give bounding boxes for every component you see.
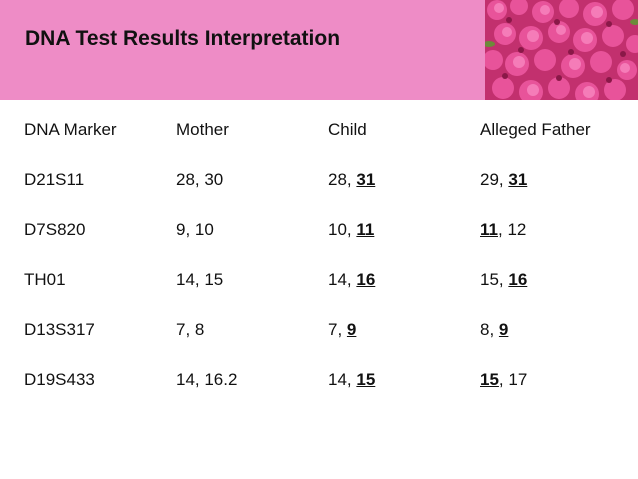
header-alleged-father: Alleged Father <box>480 120 591 139</box>
father-allele-2: 12 <box>507 220 527 239</box>
child-allele-1: 10 <box>328 220 347 239</box>
slide-title: DNA Test Results Interpretation <box>25 27 341 50</box>
father-allele-1-match: 15 <box>480 370 499 389</box>
child-allele-1: 28 <box>328 170 347 189</box>
table-row: TH01 14, 15 14, 16 15, 16 <box>24 262 629 312</box>
father-cell: 15, 17 <box>480 370 528 389</box>
header-mother: Mother <box>176 120 229 139</box>
father-cell: 11, 12 <box>480 220 527 239</box>
child-allele-1: 7 <box>328 320 338 339</box>
father-cell: 8, 9 <box>480 320 509 339</box>
child-cell: 14, 16 <box>328 270 376 289</box>
father-allele-1-match: 11 <box>480 220 498 239</box>
father-allele-1: 8 <box>480 320 490 339</box>
father-cell: 15, 16 <box>480 270 528 289</box>
child-allele-2-paternal: 11 <box>356 220 375 239</box>
mother-cell: 14, 15 <box>176 270 224 289</box>
table-row: D7S820 9, 10 10, 11 11, 12 <box>24 212 629 262</box>
mother-cell: 14, 16.2 <box>176 370 238 389</box>
child-cell: 14, 15 <box>328 370 376 389</box>
father-allele-2-match: 31 <box>508 170 528 189</box>
marker-cell: D13S317 <box>24 320 95 339</box>
marker-cell: D7S820 <box>24 220 86 239</box>
marker-cell: D19S433 <box>24 370 95 389</box>
marker-cell: TH01 <box>24 270 66 289</box>
child-cell: 28, 31 <box>328 170 376 189</box>
mother-cell: 28, 30 <box>176 170 224 189</box>
child-cell: 10, 11 <box>328 220 375 239</box>
mother-cell: 7, 8 <box>176 320 205 339</box>
table-row: D19S433 14, 16.2 14, 15 15, 17 <box>24 362 629 412</box>
child-allele-1: 14 <box>328 270 347 289</box>
table-row: D13S317 7, 8 7, 9 8, 9 <box>24 312 629 362</box>
child-cell: 7, 9 <box>328 320 357 339</box>
child-allele-2-paternal: 15 <box>356 370 376 389</box>
marker-cell: D21S11 <box>24 170 85 189</box>
title-bar: DNA Test Results Interpretation <box>0 0 638 100</box>
mother-cell: 9, 10 <box>176 220 214 239</box>
child-allele-1: 14 <box>328 370 347 389</box>
table-header-row: DNA Marker Mother Child Alleged Father <box>24 112 629 162</box>
child-allele-2-paternal: 9 <box>346 320 357 339</box>
child-allele-2-paternal: 31 <box>356 170 376 189</box>
father-allele-1: 15 <box>480 270 499 289</box>
dna-results-table: DNA Marker Mother Child Alleged Father D… <box>24 112 629 412</box>
header-dna-marker: DNA Marker <box>24 120 117 139</box>
father-allele-2-match: 9 <box>498 320 509 339</box>
pink-hydrangea-flowers-icon <box>485 0 638 100</box>
father-allele-2-match: 16 <box>508 270 528 289</box>
father-allele-1: 29 <box>480 170 499 189</box>
child-allele-2-paternal: 16 <box>356 270 376 289</box>
father-cell: 29, 31 <box>480 170 528 189</box>
father-allele-2: 17 <box>508 370 528 389</box>
table-row: D21S11 28, 30 28, 31 29, 31 <box>24 162 629 212</box>
header-child: Child <box>328 120 367 139</box>
